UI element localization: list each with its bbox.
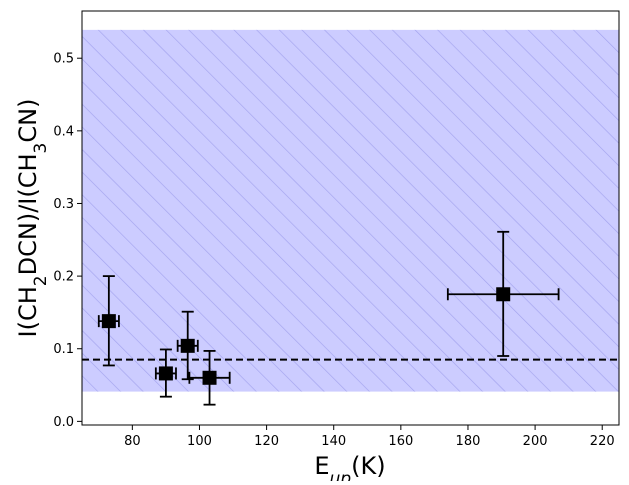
axes: 80 100 120 140 160 180 200 220 0.0 0.1 0.2 0.3 0.4 0.… xyxy=(53,52,614,449)
y-tick-label: 0.0 xyxy=(53,415,74,430)
y-axis-label: I(CH2DCN)/I(CH3CN) xyxy=(14,99,51,338)
y-label-part: CN) xyxy=(14,99,42,143)
y-tick-label: 0.1 xyxy=(53,342,74,357)
y-label-part: DCN)/I(CH xyxy=(14,153,42,275)
x-axis-label: Eup(K) xyxy=(314,452,385,481)
x-tick-label: 220 xyxy=(590,434,615,449)
x-tick-label: 80 xyxy=(124,434,141,449)
square-marker xyxy=(202,370,217,385)
x-tick-label: 160 xyxy=(388,434,413,449)
data-point xyxy=(176,310,199,381)
x-label-main: E xyxy=(314,452,329,480)
data-point xyxy=(446,230,560,357)
square-marker xyxy=(158,366,173,381)
band-hatch xyxy=(82,29,619,392)
y-label-part: I(CH xyxy=(14,286,42,337)
plot-area xyxy=(82,29,619,406)
plot-frame xyxy=(81,10,620,426)
y-tick-label: 0.2 xyxy=(53,270,74,285)
y-label-subscript: 2 xyxy=(31,275,51,286)
data-point xyxy=(154,348,177,398)
square-marker xyxy=(101,314,116,329)
square-marker xyxy=(180,338,195,353)
square-marker xyxy=(496,287,511,302)
x-label-subscript: up xyxy=(330,469,352,481)
x-tick-label: 200 xyxy=(523,434,548,449)
x-tick-label: 120 xyxy=(254,434,279,449)
y-tick-label: 0.5 xyxy=(53,52,74,67)
x-label-unit: (K) xyxy=(351,452,385,480)
y-label-subscript: 3 xyxy=(31,143,51,154)
data-point xyxy=(188,350,231,406)
x-tick-label: 100 xyxy=(187,434,212,449)
x-tick-label: 140 xyxy=(321,434,346,449)
x-tick-label: 180 xyxy=(456,434,481,449)
y-tick-label: 0.3 xyxy=(53,197,74,212)
y-tick-label: 0.4 xyxy=(53,124,74,139)
data-point xyxy=(97,275,120,367)
